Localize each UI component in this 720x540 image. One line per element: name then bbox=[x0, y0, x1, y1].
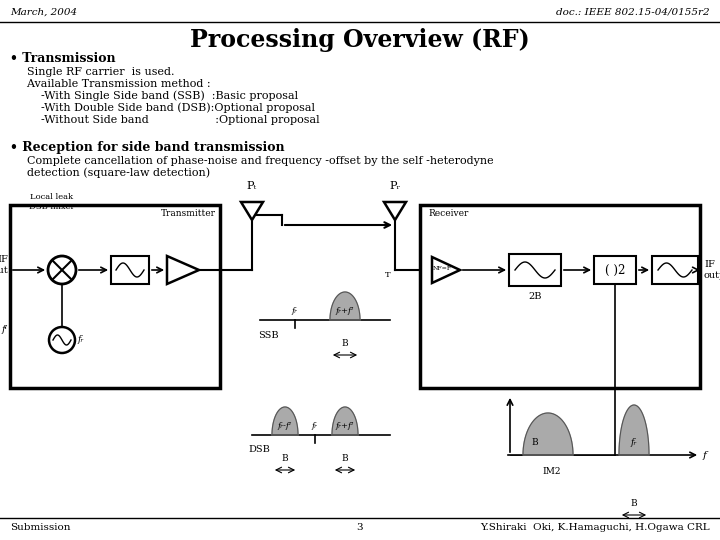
Text: Processing Overview (RF): Processing Overview (RF) bbox=[190, 28, 530, 52]
Text: Receiver: Receiver bbox=[428, 208, 469, 218]
Text: doc.: IEEE 802.15-04/0155r2: doc.: IEEE 802.15-04/0155r2 bbox=[557, 8, 710, 17]
Text: Y.Shiraki  Oki, K.Hamaguchi, H.Ogawa CRL: Y.Shiraki Oki, K.Hamaguchi, H.Ogawa CRL bbox=[480, 523, 710, 532]
Text: fᵣ-fᴵ: fᵣ-fᴵ bbox=[278, 422, 292, 430]
Text: Pᵣ: Pᵣ bbox=[390, 181, 401, 191]
Polygon shape bbox=[384, 202, 406, 220]
Polygon shape bbox=[619, 405, 649, 455]
Text: -With Double Side band (DSB):Optional proposal: -With Double Side band (DSB):Optional pr… bbox=[20, 103, 315, 113]
Text: -Without Side band                   :Optional proposal: -Without Side band :Optional proposal bbox=[20, 115, 320, 125]
Text: fᴵ: fᴵ bbox=[2, 326, 8, 334]
Circle shape bbox=[48, 256, 76, 284]
Polygon shape bbox=[432, 257, 460, 283]
Text: fᵣ: fᵣ bbox=[312, 422, 318, 430]
Text: March, 2004: March, 2004 bbox=[10, 8, 77, 17]
Bar bbox=[10, 205, 220, 388]
Text: Local leak: Local leak bbox=[30, 193, 73, 201]
Text: B: B bbox=[282, 454, 288, 463]
Text: IM2: IM2 bbox=[543, 467, 562, 476]
Text: Pₜ: Pₜ bbox=[247, 181, 257, 191]
Text: fᵣ: fᵣ bbox=[78, 335, 84, 345]
Text: -With Single Side band (SSB)  :Basic proposal: -With Single Side band (SSB) :Basic prop… bbox=[20, 91, 298, 102]
Text: B: B bbox=[342, 454, 348, 463]
Text: Single RF carrier  is used.: Single RF carrier is used. bbox=[20, 67, 174, 77]
Text: T: T bbox=[385, 271, 391, 279]
Text: Complete cancellation of phase-noise and frequency -offset by the self -heterody: Complete cancellation of phase-noise and… bbox=[20, 156, 494, 166]
Text: DSB: DSB bbox=[248, 446, 270, 455]
Text: fᵣ+fᴵ: fᵣ+fᴵ bbox=[336, 307, 354, 315]
Polygon shape bbox=[241, 202, 263, 220]
Text: SSB: SSB bbox=[258, 330, 279, 340]
Polygon shape bbox=[272, 407, 298, 435]
Text: detection (square-law detection): detection (square-law detection) bbox=[20, 168, 210, 178]
Circle shape bbox=[49, 327, 75, 353]
Text: 3: 3 bbox=[356, 523, 364, 532]
Text: fᵣ: fᵣ bbox=[292, 307, 298, 315]
Text: Available Transmission method :: Available Transmission method : bbox=[20, 79, 211, 89]
Text: Submission: Submission bbox=[10, 523, 71, 532]
Bar bbox=[509, 254, 561, 286]
Text: • Transmission: • Transmission bbox=[10, 51, 116, 64]
Text: 2B: 2B bbox=[528, 292, 541, 301]
Text: B: B bbox=[342, 339, 348, 348]
Text: NF=F: NF=F bbox=[433, 266, 451, 271]
Text: fᵣ+fᴵ: fᵣ+fᴵ bbox=[336, 422, 354, 430]
Text: Transmitter: Transmitter bbox=[161, 208, 216, 218]
Text: fᵣ: fᵣ bbox=[631, 438, 637, 447]
Text: DSB mixer: DSB mixer bbox=[30, 203, 75, 211]
Bar bbox=[111, 256, 149, 284]
Polygon shape bbox=[167, 256, 199, 284]
Text: B: B bbox=[531, 438, 539, 447]
Text: f: f bbox=[703, 450, 707, 460]
Bar bbox=[594, 256, 636, 284]
Text: ( )2: ( )2 bbox=[605, 264, 625, 276]
Bar bbox=[420, 205, 700, 388]
Text: IF
input: IF input bbox=[0, 255, 8, 275]
Text: IF
output: IF output bbox=[704, 260, 720, 280]
Polygon shape bbox=[330, 292, 360, 320]
Text: • Reception for side band transmission: • Reception for side band transmission bbox=[10, 141, 284, 154]
Bar bbox=[652, 256, 698, 284]
Polygon shape bbox=[523, 413, 573, 455]
Polygon shape bbox=[332, 407, 358, 435]
Text: B: B bbox=[631, 499, 637, 508]
